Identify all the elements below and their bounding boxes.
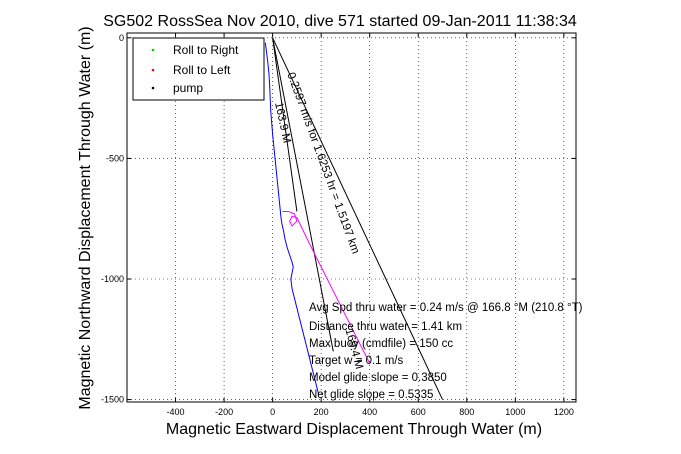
x-tick-label: 1000 xyxy=(505,407,525,417)
legend: Roll to Right Roll to Left pump xyxy=(132,37,265,101)
legend-marker-pump xyxy=(151,86,155,90)
x-tick-label: 1200 xyxy=(554,407,574,417)
x-tick-label: -400 xyxy=(167,407,185,417)
y-tick-label: 0 xyxy=(119,33,124,43)
x-axis-label: Magnetic Eastward Displacement Through W… xyxy=(166,421,542,438)
x-tick-label: 0 xyxy=(270,407,275,417)
y-tick-label: -500 xyxy=(106,153,124,163)
data-series xyxy=(264,42,371,395)
info-distance: Distance thru water = 1.41 km xyxy=(309,321,462,333)
x-tick-label: 800 xyxy=(459,407,474,417)
legend-label-roll-right: Roll to Right xyxy=(173,43,239,57)
y-ticks: 0 -500 -1000 -1500 xyxy=(101,33,576,405)
x-tick-label: 200 xyxy=(314,407,329,417)
plot-frame xyxy=(126,32,577,403)
reference-line xyxy=(272,37,298,212)
series-line xyxy=(282,210,371,364)
legend-box xyxy=(132,37,265,101)
y-tick-label: -1500 xyxy=(101,395,124,405)
chart-title: SG502 RossSea Nov 2010, dive 571 started… xyxy=(103,13,577,30)
legend-marker-roll-right xyxy=(151,48,155,52)
info-target-w: Target w = 0.1 m/s xyxy=(309,355,404,367)
reference-lines xyxy=(272,37,443,400)
y-tick-label: -1000 xyxy=(101,274,124,284)
x-ticks: -400 -200 0 200 400 600 800 1000 1200 xyxy=(167,33,574,417)
x-tick-label: 600 xyxy=(411,407,426,417)
info-text-block: Avg Spd thru water = 0.24 m/s @ 166.8 °M… xyxy=(309,302,583,401)
x-tick-label: -200 xyxy=(215,407,233,417)
reference-line xyxy=(272,37,334,352)
y-axis-label: Magnetic Northward Displacement Through … xyxy=(77,26,94,409)
series-line xyxy=(264,42,320,395)
legend-marker-roll-left xyxy=(151,68,155,72)
info-max-buoy: Max buoy (cmdfile) = 150 cc xyxy=(309,338,453,350)
legend-label-pump: pump xyxy=(173,81,203,95)
legend-label-roll-left: Roll to Left xyxy=(173,63,231,77)
y-grid xyxy=(127,37,576,400)
info-net-glide: Net glide slope = 0.5335 xyxy=(309,389,433,401)
x-tick-label: 400 xyxy=(362,407,377,417)
reference-line xyxy=(272,37,443,400)
info-avg-speed: Avg Spd thru water = 0.24 m/s @ 166.8 °M… xyxy=(309,302,583,314)
x-grid xyxy=(175,33,565,402)
info-model-glide: Model glide slope = 0.3850 xyxy=(309,372,447,384)
